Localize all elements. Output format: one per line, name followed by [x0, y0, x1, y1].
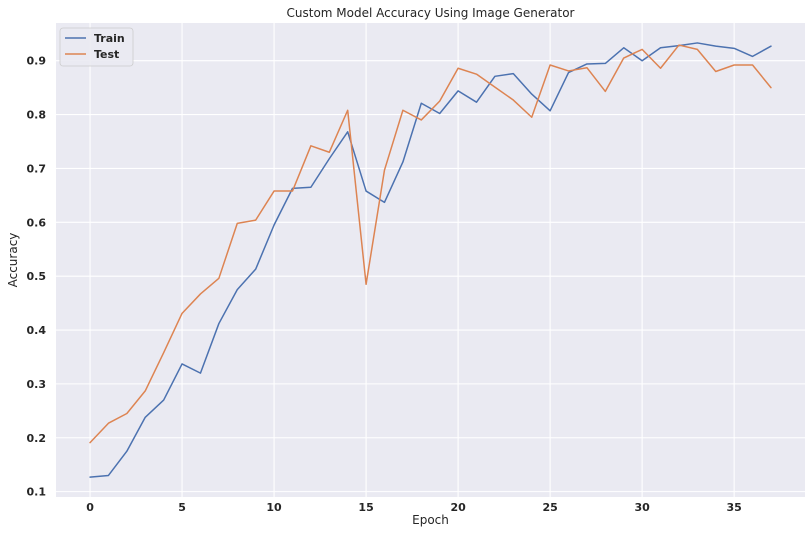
chart-title: Custom Model Accuracy Using Image Genera… — [287, 6, 575, 20]
grid-lines — [56, 23, 805, 497]
legend-label-test: Test — [94, 48, 119, 61]
legend: Train Test — [59, 27, 134, 67]
y-tick-label: 0.3 — [27, 378, 47, 391]
series-line-train — [89, 42, 772, 478]
x-axis-ticks: 0 5 10 15 20 25 30 35 — [86, 501, 742, 514]
y-tick-label: 0.7 — [27, 162, 47, 175]
x-tick-label: 35 — [726, 501, 741, 514]
x-axis-title: Epoch — [412, 513, 449, 527]
x-tick-label: 0 — [86, 501, 94, 514]
x-tick-label: 5 — [178, 501, 186, 514]
legend-label-train: Train — [94, 32, 125, 45]
x-tick-label: 10 — [266, 501, 282, 514]
y-tick-label: 0.9 — [27, 55, 47, 68]
y-tick-label: 0.8 — [27, 109, 47, 122]
y-tick-label: 0.5 — [27, 270, 47, 283]
y-tick-label: 0.2 — [27, 432, 47, 445]
y-tick-label: 0.1 — [27, 486, 47, 499]
y-tick-label: 0.6 — [27, 216, 47, 229]
x-tick-label: 25 — [542, 501, 557, 514]
x-tick-label: 30 — [634, 501, 650, 514]
x-tick-label: 15 — [358, 501, 373, 514]
x-tick-label: 20 — [450, 501, 466, 514]
y-axis-title: Accuracy — [6, 233, 20, 288]
series-layer — [89, 42, 772, 478]
y-tick-label: 0.4 — [27, 324, 47, 337]
series-line-test — [89, 44, 772, 444]
y-axis-ticks: 0.1 0.2 0.3 0.4 0.5 0.6 0.7 0.8 0.9 — [27, 55, 47, 499]
plot-area — [56, 23, 805, 497]
